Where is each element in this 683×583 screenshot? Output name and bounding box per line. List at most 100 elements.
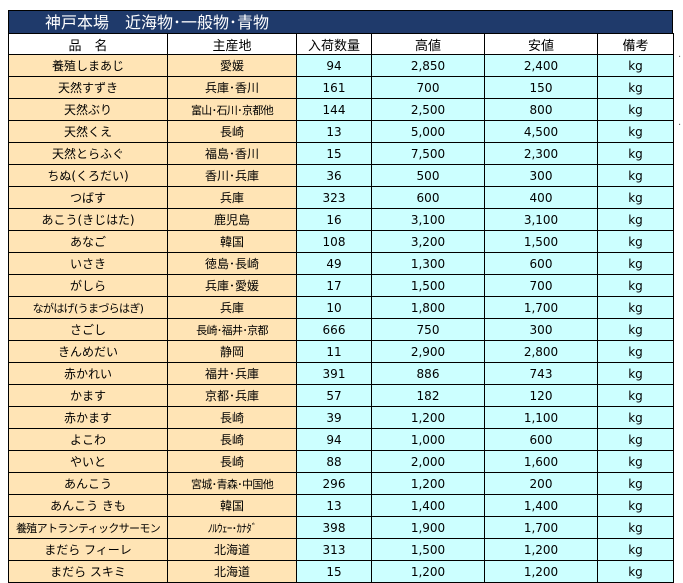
qty-cell[interactable]: 94	[296, 428, 372, 451]
low-price-cell[interactable]: 4,500	[484, 120, 598, 143]
high-price-cell[interactable]: 2,850	[371, 54, 485, 77]
qty-cell[interactable]: 49	[296, 252, 372, 275]
origin-cell[interactable]: 京都･兵庫	[167, 384, 297, 407]
name-cell[interactable]: かます	[8, 384, 168, 407]
name-cell[interactable]: 養殖しまあじ	[8, 54, 168, 77]
unit-cell[interactable]: kg	[597, 274, 674, 297]
qty-cell[interactable]: 94	[296, 54, 372, 77]
origin-cell[interactable]: 長崎	[167, 120, 297, 143]
name-cell[interactable]: さごし	[8, 318, 168, 341]
low-price-cell[interactable]: 1,200	[484, 538, 598, 561]
origin-cell[interactable]: 富山･石川･京都他	[167, 98, 297, 121]
low-price-cell[interactable]: 2,400	[484, 54, 598, 77]
unit-cell[interactable]: kg	[597, 318, 674, 341]
qty-cell[interactable]: 13	[296, 494, 372, 517]
name-cell[interactable]: よこわ	[8, 428, 168, 451]
high-price-cell[interactable]: 1,500	[371, 538, 485, 561]
low-price-cell[interactable]: 600	[484, 252, 598, 275]
high-price-cell[interactable]: 700	[371, 76, 485, 99]
qty-cell[interactable]: 11	[296, 340, 372, 363]
qty-cell[interactable]: 57	[296, 384, 372, 407]
low-price-cell[interactable]: 700	[484, 274, 598, 297]
name-cell[interactable]: 赤かれい	[8, 362, 168, 385]
high-price-cell[interactable]: 2,000	[371, 450, 485, 473]
unit-cell[interactable]: kg	[597, 406, 674, 429]
high-price-cell[interactable]: 1,800	[371, 296, 485, 319]
low-price-cell[interactable]: 743	[484, 362, 598, 385]
name-cell[interactable]: いさき	[8, 252, 168, 275]
qty-cell[interactable]: 10	[296, 296, 372, 319]
origin-cell[interactable]: ﾉﾙｳｪｰ･ｶﾅﾀﾞ	[167, 516, 297, 539]
unit-cell[interactable]: kg	[597, 142, 674, 165]
unit-cell[interactable]: kg	[597, 340, 674, 363]
high-price-cell[interactable]: 1,400	[371, 494, 485, 517]
high-price-cell[interactable]: 7,500	[371, 142, 485, 165]
unit-cell[interactable]: kg	[597, 186, 674, 209]
high-price-cell[interactable]: 500	[371, 164, 485, 187]
low-price-cell[interactable]: 2,800	[484, 340, 598, 363]
high-price-cell[interactable]: 886	[371, 362, 485, 385]
name-cell[interactable]: あなご	[8, 230, 168, 253]
name-cell[interactable]: ながはげ(うまづらはぎ)	[8, 296, 168, 319]
qty-cell[interactable]: 15	[296, 560, 372, 583]
low-price-cell[interactable]: 1,700	[484, 296, 598, 319]
unit-cell[interactable]: kg	[597, 560, 674, 583]
origin-cell[interactable]: 香川･兵庫	[167, 164, 297, 187]
low-price-cell[interactable]: 200	[484, 472, 598, 495]
origin-cell[interactable]: 鹿児島	[167, 208, 297, 231]
name-cell[interactable]: 天然とらふぐ	[8, 142, 168, 165]
unit-cell[interactable]: kg	[597, 120, 674, 143]
high-price-cell[interactable]: 2,900	[371, 340, 485, 363]
unit-cell[interactable]: kg	[597, 450, 674, 473]
unit-cell[interactable]: kg	[597, 428, 674, 451]
unit-cell[interactable]: kg	[597, 472, 674, 495]
low-price-cell[interactable]: 120	[484, 384, 598, 407]
low-price-cell[interactable]: 1,600	[484, 450, 598, 473]
qty-cell[interactable]: 36	[296, 164, 372, 187]
unit-cell[interactable]: kg	[597, 252, 674, 275]
low-price-cell[interactable]: 800	[484, 98, 598, 121]
high-price-cell[interactable]: 1,900	[371, 516, 485, 539]
low-price-cell[interactable]: 1,100	[484, 406, 598, 429]
high-price-cell[interactable]: 1,300	[371, 252, 485, 275]
qty-cell[interactable]: 313	[296, 538, 372, 561]
unit-cell[interactable]: kg	[597, 516, 674, 539]
unit-cell[interactable]: kg	[597, 494, 674, 517]
qty-cell[interactable]: 144	[296, 98, 372, 121]
name-cell[interactable]: 天然くえ	[8, 120, 168, 143]
qty-cell[interactable]: 108	[296, 230, 372, 253]
origin-cell[interactable]: 福島･香川	[167, 142, 297, 165]
origin-cell[interactable]: 福井･兵庫	[167, 362, 297, 385]
low-price-cell[interactable]: 400	[484, 186, 598, 209]
high-price-cell[interactable]: 1,200	[371, 472, 485, 495]
qty-cell[interactable]: 15	[296, 142, 372, 165]
low-price-cell[interactable]: 150	[484, 76, 598, 99]
low-price-cell[interactable]: 2,300	[484, 142, 598, 165]
origin-cell[interactable]: 兵庫･愛媛	[167, 274, 297, 297]
high-price-cell[interactable]: 600	[371, 186, 485, 209]
origin-cell[interactable]: 兵庫	[167, 186, 297, 209]
name-cell[interactable]: ちぬ(くろだい)	[8, 164, 168, 187]
low-price-cell[interactable]: 3,100	[484, 208, 598, 231]
high-price-cell[interactable]: 182	[371, 384, 485, 407]
origin-cell[interactable]: 長崎	[167, 406, 297, 429]
origin-cell[interactable]: 徳島･長崎	[167, 252, 297, 275]
qty-cell[interactable]: 39	[296, 406, 372, 429]
origin-cell[interactable]: 宮城･青森･中国他	[167, 472, 297, 495]
high-price-cell[interactable]: 1,000	[371, 428, 485, 451]
high-price-cell[interactable]: 3,200	[371, 230, 485, 253]
high-price-cell[interactable]: 2,500	[371, 98, 485, 121]
name-cell[interactable]: つばす	[8, 186, 168, 209]
unit-cell[interactable]: kg	[597, 230, 674, 253]
origin-cell[interactable]: 長崎	[167, 450, 297, 473]
high-price-cell[interactable]: 5,000	[371, 120, 485, 143]
low-price-cell[interactable]: 300	[484, 164, 598, 187]
origin-cell[interactable]: 長崎･福井･京都	[167, 318, 297, 341]
qty-cell[interactable]: 296	[296, 472, 372, 495]
unit-cell[interactable]: kg	[597, 296, 674, 319]
unit-cell[interactable]: kg	[597, 384, 674, 407]
unit-cell[interactable]: kg	[597, 362, 674, 385]
qty-cell[interactable]: 13	[296, 120, 372, 143]
name-cell[interactable]: まだら フィーレ	[8, 538, 168, 561]
low-price-cell[interactable]: 600	[484, 428, 598, 451]
